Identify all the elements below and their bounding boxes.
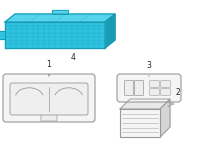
Polygon shape [5, 22, 105, 48]
FancyBboxPatch shape [10, 83, 88, 115]
FancyBboxPatch shape [41, 112, 57, 121]
FancyBboxPatch shape [150, 81, 159, 87]
Polygon shape [5, 14, 115, 22]
Polygon shape [105, 14, 115, 48]
Text: 2: 2 [175, 88, 180, 97]
FancyBboxPatch shape [161, 89, 170, 95]
FancyBboxPatch shape [161, 81, 170, 87]
Polygon shape [120, 99, 170, 109]
Polygon shape [52, 10, 68, 14]
FancyBboxPatch shape [150, 89, 159, 95]
Text: 3: 3 [147, 61, 151, 76]
FancyBboxPatch shape [117, 74, 181, 102]
FancyBboxPatch shape [134, 81, 144, 96]
FancyBboxPatch shape [3, 74, 95, 122]
Polygon shape [160, 99, 170, 137]
Polygon shape [0, 31, 5, 39]
Text: 1: 1 [47, 60, 51, 76]
Text: 4: 4 [71, 53, 75, 62]
FancyBboxPatch shape [120, 109, 160, 137]
FancyBboxPatch shape [124, 81, 134, 96]
